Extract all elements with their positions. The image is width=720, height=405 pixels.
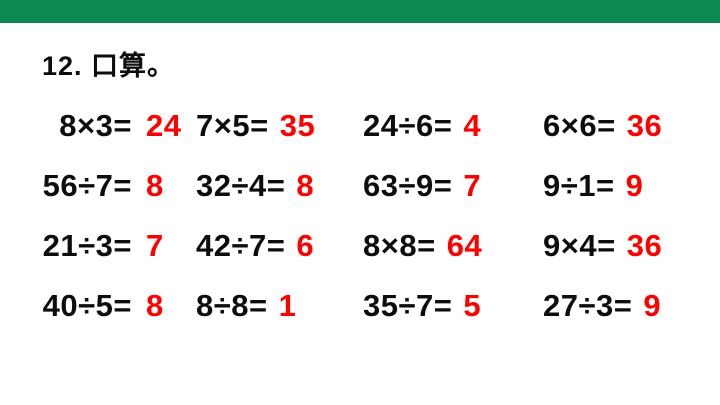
answer: 8: [146, 288, 164, 323]
expression: 27÷3=: [543, 288, 633, 323]
expression: 24÷6=: [363, 108, 453, 143]
expression: 6×6=: [543, 108, 616, 143]
problem-cell: 9÷1= 9: [543, 156, 696, 216]
answer: 35: [279, 108, 316, 143]
answer: 7: [463, 168, 482, 203]
answer: 4: [463, 108, 482, 143]
answer: 64: [446, 228, 483, 263]
top-green-bar: [0, 0, 720, 23]
answer: 5: [463, 288, 482, 323]
problem-cell: 7×5= 35: [196, 96, 363, 156]
problem-cell: 8÷8= 1: [196, 276, 363, 336]
problem-cell: 40÷5= 8: [36, 276, 196, 336]
answer: 9: [625, 168, 644, 203]
answer: 24: [146, 108, 182, 143]
problem-cell: 9×4= 36: [543, 216, 696, 276]
problem-cell: 35÷7= 5: [363, 276, 543, 336]
expression: 35÷7=: [363, 288, 453, 323]
expression: 32÷4=: [196, 168, 286, 203]
problem-cell: 63÷9= 7: [363, 156, 543, 216]
answer: 8: [296, 168, 315, 203]
problem-cell: 8×3= 24: [36, 96, 196, 156]
expression: 9×4=: [543, 228, 616, 263]
expression: 40÷5=: [42, 288, 132, 323]
expression: 7×5=: [196, 108, 269, 143]
answer: 1: [278, 288, 297, 323]
answer: 36: [626, 108, 663, 143]
expression: 8×8=: [363, 228, 436, 263]
problem-grid: 8×3= 24 7×5= 35 24÷6= 4 6×6= 36 56÷7= 8 …: [36, 96, 696, 336]
problem-cell: 21÷3= 7: [36, 216, 196, 276]
expression: 42÷7=: [196, 228, 286, 263]
problem-cell: 8×8= 64: [363, 216, 543, 276]
answer: 7: [146, 228, 164, 263]
problem-cell: 42÷7= 6: [196, 216, 363, 276]
problem-cell: 56÷7= 8: [36, 156, 196, 216]
answer: 36: [626, 228, 663, 263]
expression: 9÷1=: [543, 168, 615, 203]
answer: 6: [296, 228, 315, 263]
slide-title: 12. 口算。: [42, 51, 176, 81]
expression: 8÷8=: [196, 288, 268, 323]
expression: 56÷7=: [42, 168, 132, 203]
expression: 8×3=: [59, 108, 132, 143]
problem-cell: 6×6= 36: [543, 96, 696, 156]
problem-cell: 27÷3= 9: [543, 276, 696, 336]
problem-cell: 24÷6= 4: [363, 96, 543, 156]
problem-cell: 32÷4= 8: [196, 156, 363, 216]
expression: 21÷3=: [42, 228, 132, 263]
expression: 63÷9=: [363, 168, 453, 203]
answer: 8: [146, 168, 164, 203]
answer: 9: [643, 288, 662, 323]
